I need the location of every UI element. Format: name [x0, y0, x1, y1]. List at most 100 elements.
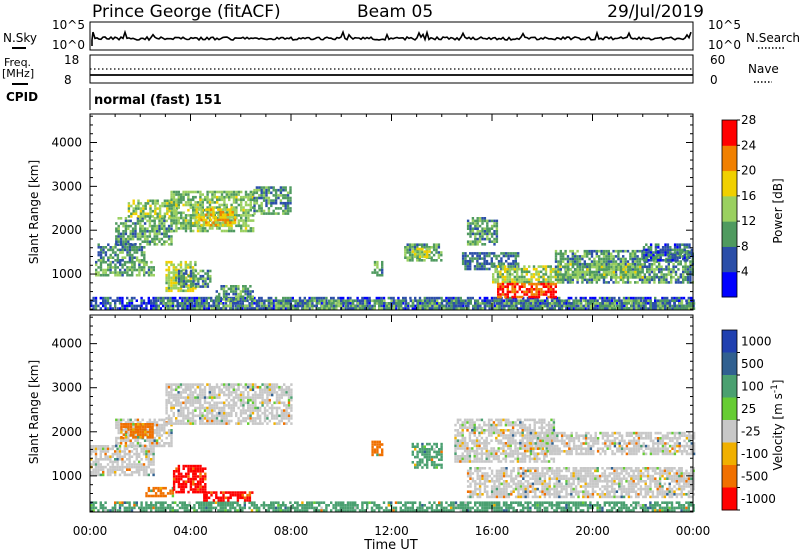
heatmap-cell: [246, 287, 250, 291]
heatmap-cell: [134, 232, 137, 236]
heatmap-cell: [622, 265, 625, 269]
heatmap-cell: [226, 208, 230, 211]
heatmap-cell: [200, 218, 203, 222]
heatmap-cell: [642, 302, 645, 305]
heatmap-cell: [601, 302, 604, 305]
heatmap-cell: [476, 240, 479, 243]
heatmap-cell: [175, 268, 178, 272]
heatmap-cell: [634, 252, 637, 256]
heatmap-cell: [194, 260, 197, 264]
heatmap-cell: [342, 509, 345, 512]
heatmap-cell: [528, 282, 531, 286]
heatmap-cell: [464, 259, 467, 263]
heatmap-cell: [673, 246, 677, 249]
heatmap-cell: [265, 299, 268, 302]
heatmap-cell: [144, 207, 147, 210]
heatmap-cell: [244, 208, 248, 212]
heatmap-cell: [553, 304, 556, 308]
heatmap-cell: [284, 506, 287, 510]
heatmap-cell: [325, 504, 328, 507]
heatmap-cell: [646, 270, 649, 274]
heatmap-cell: [447, 296, 450, 300]
heatmap-cell: [265, 186, 268, 189]
heatmap-cell: [619, 276, 623, 279]
heatmap-cell: [512, 299, 515, 302]
heatmap-cell: [506, 267, 509, 271]
heatmap-cell: [177, 219, 180, 222]
heatmap-cell: [178, 506, 182, 510]
heatmap-cell: [554, 265, 558, 269]
heatmap-cell: [508, 302, 511, 305]
heatmap-cell: [478, 230, 482, 233]
heatmap-cell: [150, 268, 153, 272]
heatmap-cell: [642, 251, 646, 254]
heatmap-cell: [166, 504, 170, 507]
heatmap-cell: [361, 506, 364, 510]
heatmap-cell: [607, 281, 610, 284]
heatmap-cell: [145, 263, 148, 267]
heatmap-cell: [219, 216, 222, 219]
heatmap-cell: [500, 302, 503, 305]
heatmap-cell: [666, 248, 670, 252]
heatmap-cell: [392, 299, 395, 302]
heatmap-cell: [224, 213, 227, 217]
heatmap-cell: [371, 307, 374, 310]
heatmap-cell: [142, 209, 145, 213]
heatmap-cell: [534, 307, 537, 310]
heatmap-cell: [163, 230, 166, 233]
heatmap-cell: [486, 501, 489, 504]
heatmap-cell: [123, 509, 126, 512]
heatmap-cell: [371, 271, 374, 274]
heatmap-cell: [406, 506, 410, 510]
heatmap-cell: [272, 302, 275, 305]
heatmap-cell: [640, 304, 643, 308]
heatmap-cell: [517, 299, 520, 303]
heatmap-cell: [495, 219, 499, 223]
heatmap-cell: [186, 504, 189, 507]
heatmap-cell: [464, 302, 468, 305]
heatmap-cell: [590, 260, 594, 263]
heatmap-cell: [123, 246, 127, 249]
heatmap-cell: [150, 260, 153, 264]
heatmap-cell: [483, 296, 486, 300]
heatmap-cell: [495, 240, 499, 243]
heatmap-cell: [167, 286, 171, 290]
heatmap-cell: [132, 202, 135, 205]
heatmap-cell: [165, 268, 168, 272]
heatmap-cell: [332, 299, 336, 303]
heatmap-cell: [574, 257, 577, 261]
heatmap-cell: [603, 273, 606, 277]
heatmap-cell: [347, 307, 350, 310]
heatmap-cell: [201, 208, 204, 212]
heatmap-cell: [272, 299, 275, 302]
heatmap-cell: [170, 203, 173, 207]
heatmap-cell: [466, 259, 469, 263]
heatmap-cell: [201, 282, 205, 286]
heatmap-cell: [488, 304, 492, 308]
heatmap-cell: [611, 307, 614, 310]
heatmap-cell: [420, 243, 424, 246]
heatmap-cell: [635, 307, 638, 310]
heatmap-cell: [602, 281, 606, 284]
heatmap-cell: [198, 504, 201, 507]
heatmap-cell: [689, 278, 692, 282]
freq-unit-label: [MHz]: [2, 67, 34, 80]
heatmap-cell: [327, 504, 330, 507]
heatmap-cell: [404, 248, 407, 252]
heatmap-cell: [607, 260, 610, 263]
heatmap-cell: [639, 296, 642, 300]
heatmap-cell: [413, 248, 417, 252]
heatmap-cell: [490, 235, 494, 238]
heatmap-cell: [180, 272, 183, 275]
heatmap-cell: [223, 201, 226, 204]
heatmap-cell: [193, 504, 196, 507]
heatmap-cell: [187, 266, 190, 269]
heatmap-cell: [260, 207, 263, 210]
heatmap-cell: [109, 509, 112, 512]
heatmap-cell: [140, 506, 143, 510]
heatmap-cell: [571, 252, 574, 256]
heatmap-cell: [523, 278, 526, 281]
heatmap-cell: [140, 260, 143, 264]
heatmap-cell: [219, 213, 222, 217]
heatmap-cell: [258, 194, 261, 197]
